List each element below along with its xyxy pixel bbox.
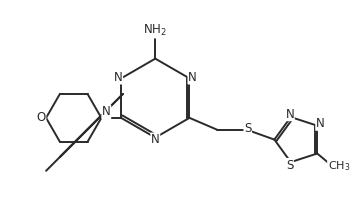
- Text: S: S: [286, 159, 293, 172]
- Text: N: N: [151, 133, 160, 146]
- Text: N: N: [114, 71, 122, 84]
- Text: CH$_3$: CH$_3$: [328, 159, 350, 173]
- Text: N: N: [102, 105, 111, 118]
- Text: N: N: [286, 108, 294, 121]
- Text: O: O: [37, 111, 46, 124]
- Text: N: N: [316, 117, 325, 130]
- Text: S: S: [244, 122, 251, 135]
- Text: N: N: [188, 71, 197, 84]
- Text: NH$_2$: NH$_2$: [143, 22, 167, 38]
